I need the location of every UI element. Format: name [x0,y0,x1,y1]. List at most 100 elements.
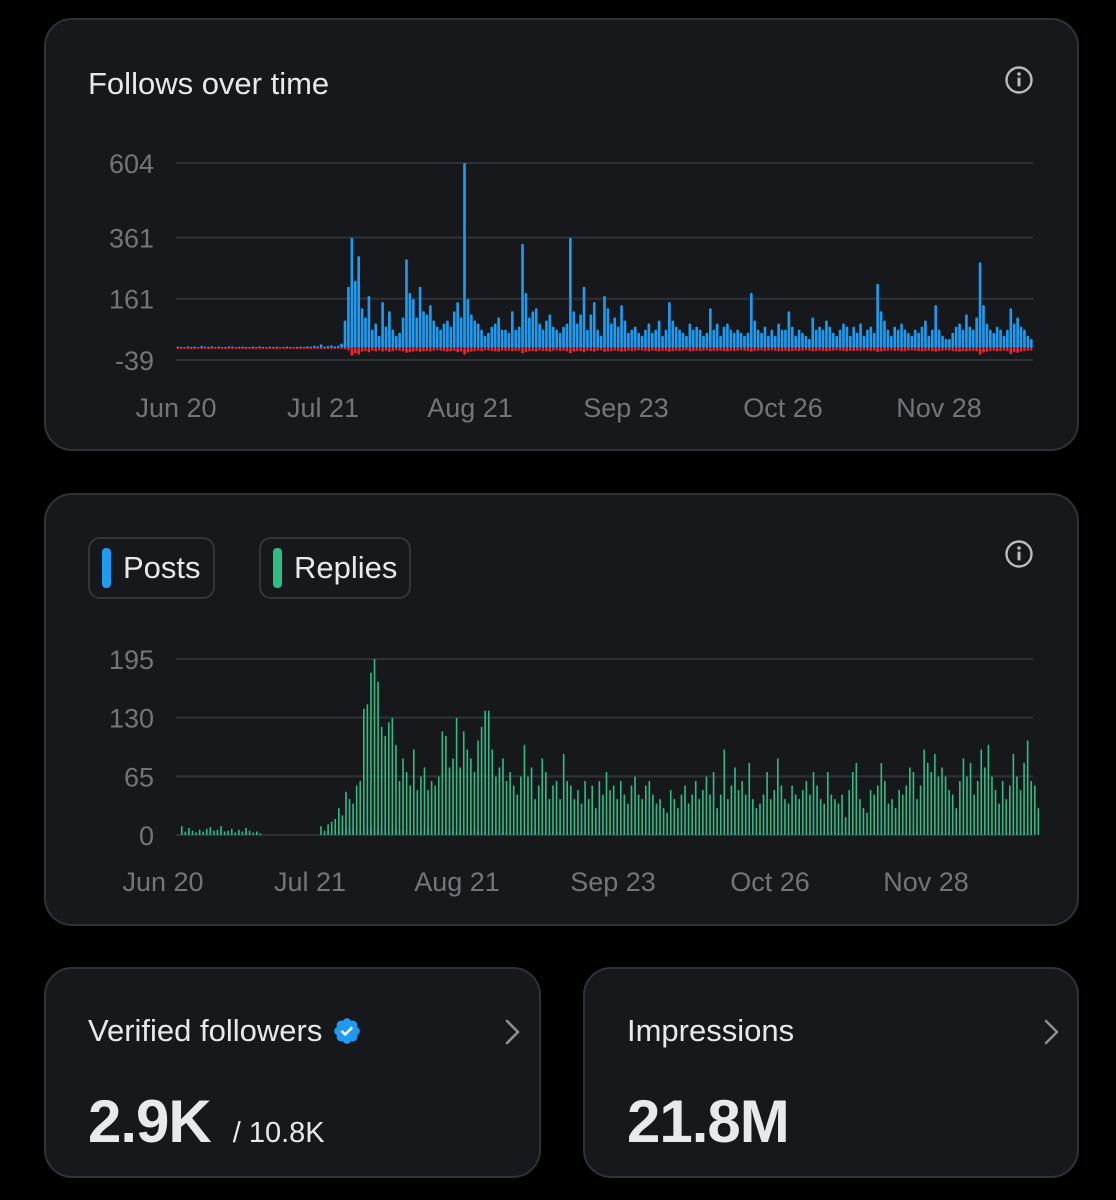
unfollows-bar [514,348,518,352]
impressions-card[interactable]: Impressions 21.8M [583,967,1079,1178]
unfollows-bar [538,348,541,351]
replies-bar [994,789,997,835]
new-follows-bar [971,329,975,349]
unfollows-bar [268,348,272,349]
new-follows-bar [978,262,982,349]
new-follows-bar [411,299,415,349]
info-icon[interactable] [1004,65,1034,95]
new-follows-bar [323,346,326,349]
new-follows-bar [565,323,569,349]
new-follows-bar [719,335,722,349]
replies-bar [719,794,722,835]
unfollows-bar [534,348,538,352]
replies-bar [220,825,222,835]
info-icon[interactable] [1004,539,1034,569]
x-tick-label: Aug 21 [414,867,500,897]
new-follows-bar [664,329,668,349]
new-follows-bar [463,163,466,349]
replies-bar [784,798,786,835]
unfollows-bar [930,348,934,352]
unfollows-bar [732,348,736,352]
unfollows-bar [186,348,190,349]
verified-followers-card[interactable]: Verified followers 2.9K / 10.8K [44,967,541,1178]
legend-posts[interactable]: Posts [88,537,215,599]
new-follows-bar [227,346,231,349]
new-follows-bar [237,346,241,349]
unfollows-bar [459,348,463,352]
unfollows-bar [893,348,897,352]
unfollows-bar [439,348,442,351]
new-follows-bar [797,329,801,349]
replies-bar [834,798,836,835]
unfollows-bar [746,348,750,352]
replies-bar [552,785,554,835]
replies-bar [623,794,626,835]
replies-bar [252,832,254,835]
replies-bar [509,771,511,835]
chevron-right-icon[interactable] [502,1017,524,1047]
y-tick-label: 65 [124,762,154,792]
replies-bar [962,758,965,835]
x-tick-label: Jul 21 [274,867,346,897]
unfollows-bar [531,348,535,352]
new-follows-bar [647,323,651,349]
unfollows-bar [1029,348,1033,351]
new-follows-bar [183,347,186,349]
new-follows-bar [295,346,299,349]
chevron-right-icon[interactable] [1041,1017,1063,1047]
unfollows-bar [961,348,965,352]
replies-bar [223,831,226,835]
unfollows-bar [521,348,524,354]
replies-bar [363,708,365,835]
new-follows-bar [575,323,579,349]
replies-bar [398,780,401,835]
new-follows-bar [746,332,750,349]
unfollows-bar [285,348,289,349]
unfollows-bar [814,348,818,352]
replies-bar [423,767,426,835]
replies-bar [452,758,454,835]
unfollows-bar [753,348,757,352]
new-follows-bar [336,345,340,349]
replies-bar [662,807,665,835]
verified-count: 2.9K [88,1088,212,1155]
replies-bar [230,828,233,835]
unfollows-bar [767,348,770,351]
new-follows-bar [193,346,197,349]
replies-bar [894,807,897,835]
unfollows-bar [982,348,985,353]
replies-bar [1037,807,1040,835]
replies-bar [502,758,504,835]
replies-bar [1033,785,1036,835]
new-follows-bar [770,329,774,349]
new-follows-bar [299,346,302,349]
new-follows-bar [763,326,767,349]
unfollows-bar [394,348,398,351]
new-follows-bar [883,320,886,349]
unfollows-bar [859,348,862,352]
new-follows-bar [869,326,873,349]
posts-swatch [102,548,111,588]
unfollows-bar [889,348,893,351]
replies-bar [702,789,704,835]
unfollows-bar [903,348,907,352]
unfollows-bar [633,348,637,351]
new-follows-bar [1019,326,1023,349]
unfollows-bar [661,348,664,351]
new-follows-bar [702,335,705,349]
unfollows-bar [985,348,989,352]
unfollows-bar [729,348,733,351]
new-follows-bar [838,329,842,349]
replies-bar [841,794,843,835]
unfollows-bar [196,348,200,349]
replies-bar [677,807,679,835]
new-follows-bar [760,332,763,349]
new-follows-bar [190,346,193,349]
unfollows-bar [657,348,661,352]
unfollows-bar [592,348,596,352]
unfollows-bar [405,348,408,353]
replies-bar [637,794,640,835]
replies-bar [976,780,979,835]
legend-replies[interactable]: Replies [259,537,412,599]
replies-bar [409,785,412,835]
